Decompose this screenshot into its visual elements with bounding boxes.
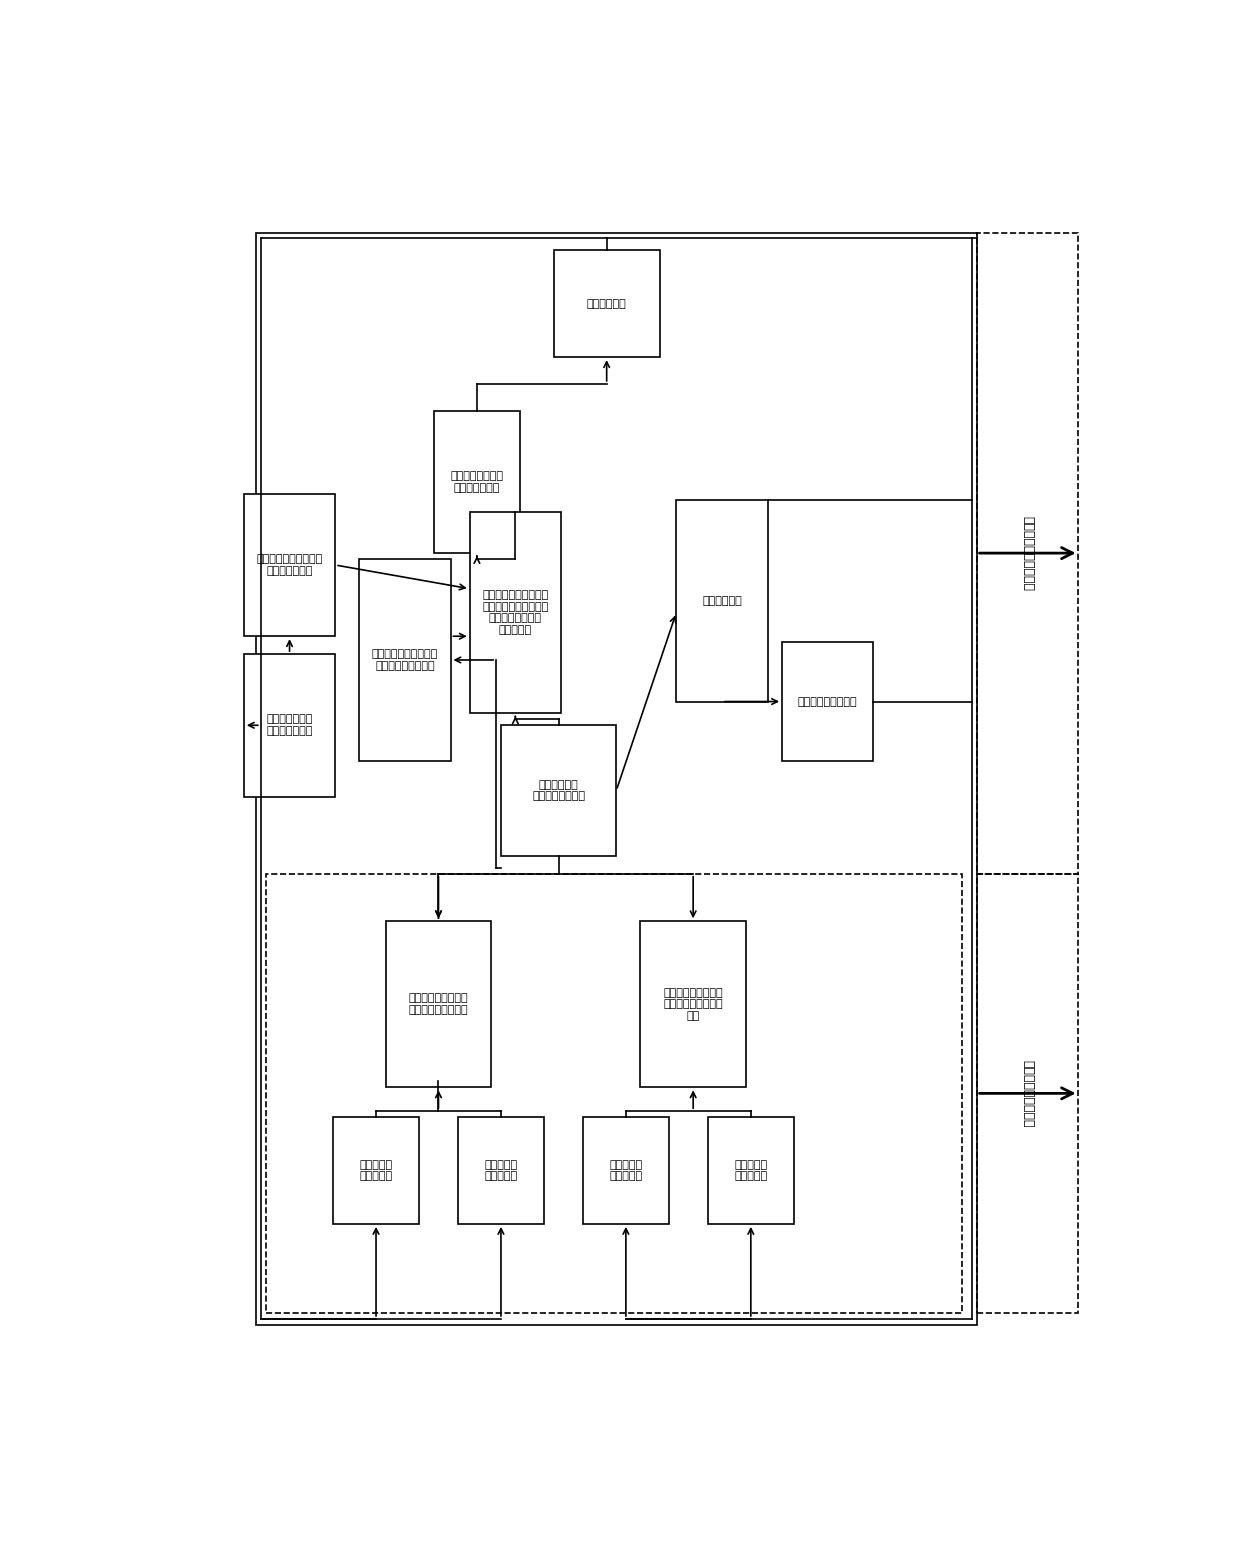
Bar	[458, 1116, 544, 1224]
Text: 相对姿态机运动力学: 相对姿态机运动力学	[1021, 1059, 1034, 1127]
Text: 转换为目标星轨道系下
的相对路径规划: 转换为目标星轨道系下 的相对路径规划	[257, 554, 322, 575]
Text: 执行机构模型: 执行机构模型	[587, 299, 626, 308]
Bar	[640, 921, 746, 1087]
Text: 目标星绝对
姿态动力学: 目标星绝对 姿态动力学	[734, 1160, 768, 1181]
Text: 相对导航获得
十二维相对状态量: 相对导航获得 十二维相对状态量	[532, 780, 585, 802]
Bar	[676, 500, 768, 702]
Text: 追踪星绝对
轨道动力学: 追踪星绝对 轨道动力学	[485, 1160, 517, 1181]
Text: 目标星本体系下
的相对路径规划: 目标星本体系下 的相对路径规划	[267, 714, 312, 736]
Bar	[265, 874, 962, 1314]
Bar	[470, 512, 560, 714]
Bar	[332, 1116, 419, 1224]
Text: 相对姿态控制: 相对姿态控制	[702, 595, 742, 606]
Text: 追踪星本体系下相对
位置、相对速度解算: 追踪星本体系下相对 位置、相对速度解算	[409, 993, 469, 1015]
Bar	[255, 233, 977, 1325]
Bar	[244, 493, 335, 637]
Text: 转换为追踪星本体
系下控制加速度: 转换为追踪星本体 系下控制加速度	[450, 470, 503, 493]
Text: 目标星姿态稳定控制: 目标星姿态稳定控制	[797, 697, 858, 706]
Bar	[501, 725, 616, 856]
Text: 追踪星本体系下相对
姿态角、相对角速度
解算: 追踪星本体系下相对 姿态角、相对角速度 解算	[663, 988, 723, 1021]
Bar	[708, 1116, 794, 1224]
Bar	[386, 921, 491, 1087]
Text: 目标星绝对
轨道动力学: 目标星绝对 轨道动力学	[360, 1160, 393, 1181]
Bar	[554, 250, 660, 358]
Text: 相对姿态轨道联合控制: 相对姿态轨道联合控制	[1021, 515, 1034, 591]
Bar	[244, 654, 335, 797]
Text: 相对轨道控制获得目标
相对轨道控制系下控制
加速度量轨道系下
控制加速度: 相对轨道控制获得目标 相对轨道控制系下控制 加速度量轨道系下 控制加速度	[482, 591, 548, 635]
Bar	[360, 560, 450, 760]
Bar	[977, 874, 1078, 1314]
Bar	[434, 410, 521, 554]
Bar	[977, 233, 1078, 874]
Bar	[583, 1116, 670, 1224]
Text: 转换为目标星轨道系下
相对位置、相对速度: 转换为目标星轨道系下 相对位置、相对速度	[372, 649, 438, 671]
Bar	[782, 641, 873, 760]
Text: 追踪星绝对
姿态动力学: 追踪星绝对 姿态动力学	[609, 1160, 642, 1181]
